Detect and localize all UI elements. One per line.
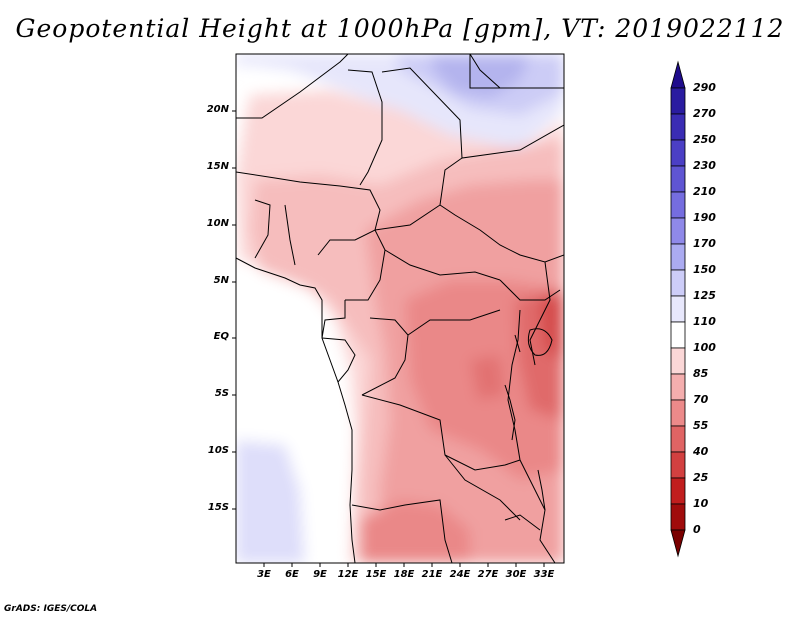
colorbar-segment xyxy=(670,399,686,427)
lake-tanganyika xyxy=(504,384,516,441)
colorbar-segment xyxy=(670,425,686,453)
lon-label-30e: 30E xyxy=(505,569,527,580)
lon-label-6e: 6E xyxy=(285,569,299,580)
colorbar-label: 70 xyxy=(693,393,709,406)
colorbar-segment xyxy=(670,373,686,401)
field-red-center xyxy=(470,355,505,400)
colorbar-segment xyxy=(670,295,686,323)
border-angola xyxy=(351,499,453,563)
colorbar-segment xyxy=(670,139,686,167)
border-congo-2 xyxy=(407,309,501,336)
colorbar-label: 170 xyxy=(693,237,716,250)
lake-victoria xyxy=(527,328,553,356)
colorbar-label: 270 xyxy=(693,107,716,120)
border-north-2 xyxy=(347,69,383,186)
border-east-1 xyxy=(529,261,551,366)
colorbar-segment xyxy=(670,451,686,479)
colorbar-label: 40 xyxy=(693,445,709,458)
lon-label-3e: 3E xyxy=(257,569,271,580)
lon-label-9e: 9E xyxy=(313,569,327,580)
border-west-1 xyxy=(254,199,271,259)
lat-label-5n: 5N xyxy=(213,275,229,286)
axis-ticks xyxy=(232,110,545,567)
field-blue-sw xyxy=(236,440,305,563)
lon-label-27e: 27E xyxy=(477,569,499,580)
colorbar-label: 100 xyxy=(693,341,716,354)
colorbar-label: 210 xyxy=(693,185,716,198)
colorbar-segment xyxy=(670,529,686,558)
border-cameroon xyxy=(321,300,346,339)
lat-label-15s: 15S xyxy=(207,502,229,513)
colorbar-segment xyxy=(670,165,686,193)
lat-label-20n: 20N xyxy=(206,104,229,115)
lat-label-eq: EQ xyxy=(213,331,229,342)
colorbar-segment xyxy=(670,321,686,349)
lat-label-10n: 10N xyxy=(206,218,229,229)
colorbar-segment xyxy=(670,217,686,245)
colorbar-segment xyxy=(670,347,686,375)
colorbar-segment xyxy=(670,243,686,271)
colorbar-label: 250 xyxy=(693,133,716,146)
lon-label-18e: 18E xyxy=(393,569,415,580)
field-salmon-deep-s xyxy=(360,500,470,563)
red-sea-coast xyxy=(469,54,501,89)
lon-label-21e: 21E xyxy=(421,569,443,580)
colorbar xyxy=(670,60,686,558)
colorbar-label: 230 xyxy=(693,159,716,172)
colorbar-segment xyxy=(670,477,686,505)
lon-label-15e: 15E xyxy=(365,569,387,580)
border-car-1 xyxy=(384,249,501,281)
border-congo-1 xyxy=(361,317,409,396)
colorbar-label: 10 xyxy=(693,497,709,510)
border-nigeria xyxy=(317,229,386,301)
colorbar-segment xyxy=(670,60,686,89)
colorbar-label: 125 xyxy=(693,289,716,302)
border-car-2 xyxy=(499,279,561,301)
colorbar-label: 25 xyxy=(693,471,709,484)
colorbar-label: 110 xyxy=(693,315,716,328)
lon-label-33e: 33E xyxy=(533,569,555,580)
colorbar-label: 190 xyxy=(693,211,716,224)
lon-label-24e: 24E xyxy=(449,569,471,580)
lake-malawi xyxy=(537,469,546,511)
border-east-3 xyxy=(504,514,541,531)
lat-label-5s: 5S xyxy=(214,388,229,399)
coastline-west xyxy=(236,257,356,563)
colorbar-label: 55 xyxy=(693,419,709,432)
border-gabon xyxy=(321,337,356,383)
border-sahel-1 xyxy=(236,171,381,231)
colorbar-label: 0 xyxy=(693,523,701,536)
border-zambia xyxy=(444,454,521,521)
border-north-3 xyxy=(381,67,564,159)
border-west-2 xyxy=(284,204,296,266)
field-blue-dark xyxy=(430,54,530,98)
colorbar-label: 85 xyxy=(693,367,709,380)
border-north-1 xyxy=(236,54,349,119)
geopotential-field xyxy=(236,54,564,563)
colorbar-segment xyxy=(670,503,686,531)
lon-label-12e: 12E xyxy=(337,569,359,580)
colorbar-segment xyxy=(670,269,686,297)
lat-label-15n: 15N xyxy=(206,161,229,172)
colorbar-segment xyxy=(670,191,686,219)
colorbar-segment xyxy=(670,87,686,115)
colorbar-segment xyxy=(670,113,686,141)
chart-title: Geopotential Height at 1000hPa [gpm], VT… xyxy=(15,14,785,43)
map-frame xyxy=(235,53,565,564)
grads-credit: GrADS: IGES/COLA xyxy=(4,604,98,614)
border-drc-east xyxy=(507,309,521,461)
country-borders xyxy=(236,54,564,563)
lake-albert xyxy=(514,334,521,353)
border-north-4 xyxy=(469,54,564,89)
colorbar-label: 150 xyxy=(693,263,716,276)
colorbar-label: 290 xyxy=(693,81,716,94)
lat-label-10s: 10S xyxy=(207,445,229,456)
